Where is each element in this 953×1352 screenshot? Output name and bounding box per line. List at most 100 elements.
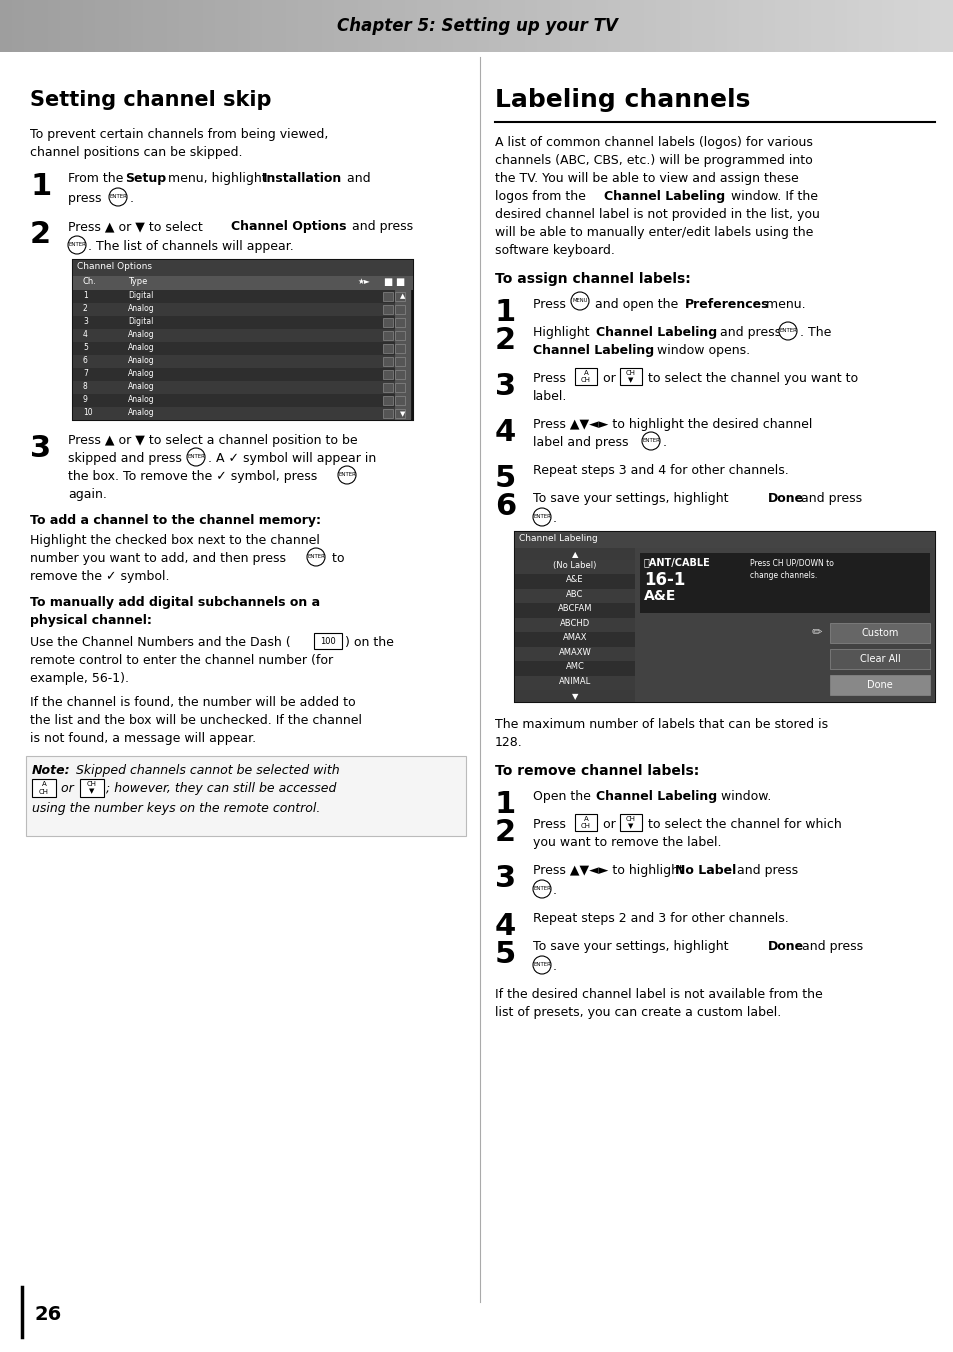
Text: ABCFAM: ABCFAM xyxy=(558,604,592,614)
Text: 26: 26 xyxy=(35,1305,62,1324)
Text: Ch.: Ch. xyxy=(83,277,97,287)
Bar xyxy=(929,0,943,51)
Bar xyxy=(635,548,934,702)
Circle shape xyxy=(337,466,355,484)
Text: 1: 1 xyxy=(30,172,51,201)
Bar xyxy=(572,0,585,51)
Bar xyxy=(515,531,934,548)
Text: From the: From the xyxy=(68,172,128,185)
Bar xyxy=(382,318,393,327)
Text: A
CH: A CH xyxy=(580,370,590,383)
Text: ENTER: ENTER xyxy=(187,454,205,460)
Text: skipped and press: skipped and press xyxy=(68,452,186,465)
Bar xyxy=(154,0,168,51)
Text: ■: ■ xyxy=(395,277,404,287)
Text: CH
▼: CH ▼ xyxy=(87,781,97,795)
Text: Setting channel skip: Setting channel skip xyxy=(30,91,272,110)
Text: number you want to add, and then press: number you want to add, and then press xyxy=(30,552,290,565)
Text: ENTER: ENTER xyxy=(533,515,551,519)
Bar xyxy=(619,368,641,385)
Text: menu.: menu. xyxy=(761,297,804,311)
Bar xyxy=(515,661,635,676)
Text: Press CH UP/DOWN to: Press CH UP/DOWN to xyxy=(749,558,833,568)
Text: 5: 5 xyxy=(495,464,516,493)
Bar xyxy=(512,0,525,51)
Bar xyxy=(143,0,156,51)
Bar xyxy=(321,0,335,51)
Text: Highlight the checked box next to the channel: Highlight the checked box next to the ch… xyxy=(30,534,319,548)
Text: ENTER: ENTER xyxy=(307,554,325,560)
Bar xyxy=(643,0,657,51)
Text: and press: and press xyxy=(732,864,798,877)
Bar xyxy=(583,0,597,51)
Text: Done: Done xyxy=(767,492,803,506)
Text: to select the channel you want to: to select the channel you want to xyxy=(643,372,858,385)
Text: A
CH: A CH xyxy=(580,817,590,829)
Text: Channel Labeling: Channel Labeling xyxy=(518,534,598,544)
Text: 4: 4 xyxy=(495,418,516,448)
Bar xyxy=(131,0,144,51)
Bar xyxy=(515,560,635,575)
Text: MENU: MENU xyxy=(572,299,587,303)
Text: ENTER: ENTER xyxy=(533,963,551,968)
Text: and press: and press xyxy=(716,326,784,339)
Text: .: . xyxy=(553,884,557,896)
Bar xyxy=(73,289,395,303)
Bar xyxy=(575,368,597,385)
Text: remote control to enter the channel number (for: remote control to enter the channel numb… xyxy=(30,654,333,667)
Bar xyxy=(667,0,680,51)
Bar xyxy=(691,0,704,51)
Text: to: to xyxy=(328,552,344,565)
Text: Channel Options: Channel Options xyxy=(231,220,346,233)
Bar xyxy=(548,0,561,51)
Text: 6: 6 xyxy=(495,492,516,521)
Bar xyxy=(310,0,323,51)
Text: Installation: Installation xyxy=(263,172,342,185)
Circle shape xyxy=(641,433,659,450)
Text: ENTER: ENTER xyxy=(779,329,796,334)
Bar xyxy=(395,318,405,327)
Bar xyxy=(941,0,953,51)
Bar xyxy=(882,0,895,51)
Text: To manually add digital subchannels on a: To manually add digital subchannels on a xyxy=(30,596,320,608)
Bar xyxy=(297,0,311,51)
Text: . The list of channels will appear.: . The list of channels will appear. xyxy=(88,241,294,253)
Bar xyxy=(35,0,49,51)
Text: Analog: Analog xyxy=(128,330,154,339)
Text: ▲: ▲ xyxy=(400,293,405,299)
Bar xyxy=(345,0,358,51)
Bar xyxy=(178,0,192,51)
Text: ENTER: ENTER xyxy=(641,438,659,443)
Text: list of presets, you can create a custom label.: list of presets, you can create a custom… xyxy=(495,1006,781,1019)
Text: ; however, they can still be accessed: ; however, they can still be accessed xyxy=(106,781,336,795)
Bar xyxy=(715,0,728,51)
Bar xyxy=(107,0,120,51)
Bar xyxy=(48,0,61,51)
Bar xyxy=(619,0,633,51)
Bar xyxy=(631,0,644,51)
Bar xyxy=(83,0,96,51)
Text: AMC: AMC xyxy=(565,662,584,671)
Bar xyxy=(395,343,405,353)
Bar xyxy=(250,0,263,51)
Text: to select the channel for which: to select the channel for which xyxy=(643,818,841,831)
Bar xyxy=(73,316,395,329)
Bar xyxy=(395,370,405,379)
Bar xyxy=(0,0,13,51)
Text: 7: 7 xyxy=(83,369,88,379)
Bar xyxy=(382,331,393,339)
Bar xyxy=(24,0,37,51)
Bar xyxy=(214,0,228,51)
Bar xyxy=(73,260,413,420)
Text: 4: 4 xyxy=(83,330,88,339)
Text: 1: 1 xyxy=(83,291,88,300)
Text: Press ▲ or ▼ to select: Press ▲ or ▼ to select xyxy=(68,220,207,233)
Bar xyxy=(559,0,573,51)
Bar xyxy=(73,342,395,356)
Bar xyxy=(829,649,929,669)
Text: Note:: Note: xyxy=(32,764,71,777)
Text: ABC: ABC xyxy=(566,589,583,599)
Circle shape xyxy=(533,880,551,898)
Text: Labeling channels: Labeling channels xyxy=(495,88,750,112)
Text: 1: 1 xyxy=(495,297,516,327)
